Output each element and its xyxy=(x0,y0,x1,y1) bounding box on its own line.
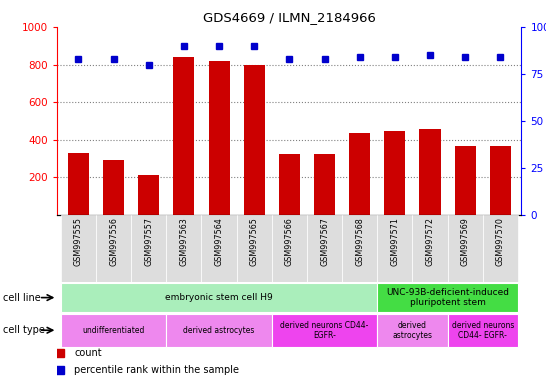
Text: GSM997568: GSM997568 xyxy=(355,217,364,266)
Bar xyxy=(307,215,342,282)
Bar xyxy=(167,314,272,347)
Bar xyxy=(483,215,518,282)
Text: derived neurons
CD44- EGFR-: derived neurons CD44- EGFR- xyxy=(452,321,514,340)
Bar xyxy=(61,215,96,282)
Text: GSM997566: GSM997566 xyxy=(285,217,294,266)
Bar xyxy=(131,215,167,282)
Bar xyxy=(167,215,201,282)
Bar xyxy=(342,215,377,282)
Text: GSM997572: GSM997572 xyxy=(425,217,435,266)
Bar xyxy=(236,215,272,282)
Bar xyxy=(349,133,370,215)
Bar xyxy=(455,146,476,215)
Bar xyxy=(138,175,159,215)
Bar xyxy=(61,283,377,312)
Text: cell type: cell type xyxy=(3,325,45,335)
Text: undifferentiated: undifferentiated xyxy=(82,326,145,335)
Bar xyxy=(412,215,448,282)
Text: GSM997571: GSM997571 xyxy=(390,217,399,266)
Text: GSM997570: GSM997570 xyxy=(496,217,505,266)
Bar xyxy=(279,154,300,215)
Bar xyxy=(384,131,405,215)
Bar xyxy=(377,314,448,347)
Text: GSM997565: GSM997565 xyxy=(250,217,259,266)
Bar xyxy=(314,154,335,215)
Text: derived astrocytes: derived astrocytes xyxy=(183,326,255,335)
Text: GSM997569: GSM997569 xyxy=(461,217,470,266)
Bar xyxy=(419,129,441,215)
Bar xyxy=(209,61,230,215)
Text: GSM997555: GSM997555 xyxy=(74,217,83,266)
Bar xyxy=(377,215,412,282)
Bar xyxy=(174,57,194,215)
Bar xyxy=(448,314,518,347)
Text: cell line: cell line xyxy=(3,293,40,303)
Bar xyxy=(377,283,518,312)
Text: GSM997556: GSM997556 xyxy=(109,217,118,266)
Text: GSM997563: GSM997563 xyxy=(180,217,188,266)
Title: GDS4669 / ILMN_2184966: GDS4669 / ILMN_2184966 xyxy=(203,11,376,24)
Text: GSM997567: GSM997567 xyxy=(320,217,329,266)
Text: UNC-93B-deficient-induced
pluripotent stem: UNC-93B-deficient-induced pluripotent st… xyxy=(386,288,509,307)
Bar xyxy=(448,215,483,282)
Text: percentile rank within the sample: percentile rank within the sample xyxy=(74,365,239,375)
Bar xyxy=(201,215,236,282)
Text: GSM997564: GSM997564 xyxy=(215,217,223,266)
Text: count: count xyxy=(74,348,102,359)
Text: derived
astrocytes: derived astrocytes xyxy=(393,321,432,340)
Bar xyxy=(68,153,89,215)
Bar xyxy=(96,215,131,282)
Bar xyxy=(244,65,265,215)
Text: derived neurons CD44-
EGFR-: derived neurons CD44- EGFR- xyxy=(280,321,369,340)
Text: embryonic stem cell H9: embryonic stem cell H9 xyxy=(165,293,273,302)
Bar xyxy=(490,146,511,215)
Bar xyxy=(272,314,377,347)
Bar xyxy=(103,159,124,215)
Bar xyxy=(61,314,167,347)
Text: GSM997557: GSM997557 xyxy=(144,217,153,266)
Bar xyxy=(272,215,307,282)
